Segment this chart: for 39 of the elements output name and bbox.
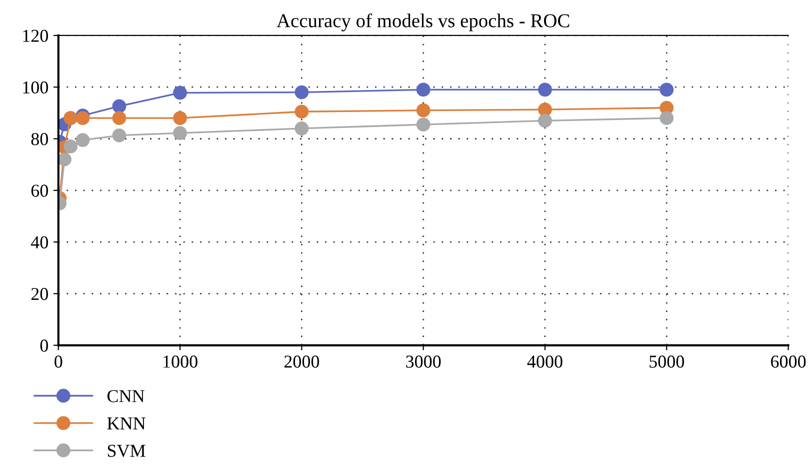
point bbox=[58, 152, 72, 166]
legend-label: KNN bbox=[107, 418, 146, 430]
point bbox=[294, 121, 309, 136]
y-tick-label: 120 bbox=[23, 30, 48, 42]
point bbox=[538, 114, 552, 128]
x-tick-label: 3000 bbox=[406, 356, 441, 368]
point bbox=[173, 111, 187, 126]
point bbox=[294, 85, 309, 100]
point bbox=[64, 140, 78, 154]
y-tick-label: 0 bbox=[40, 340, 48, 352]
x-tick-label: 2000 bbox=[284, 356, 320, 368]
point bbox=[538, 102, 552, 117]
point bbox=[660, 111, 674, 126]
point bbox=[416, 82, 430, 97]
y-tick-label: 40 bbox=[30, 236, 48, 248]
y-tick-label: 20 bbox=[31, 288, 48, 300]
point bbox=[660, 82, 674, 97]
x-tick-label: 4000 bbox=[527, 356, 562, 368]
point bbox=[112, 99, 126, 114]
point bbox=[76, 111, 90, 126]
chart-title: Accuracy of models vs epochs - ROC bbox=[276, 13, 570, 32]
x-tick-label: 5000 bbox=[650, 356, 684, 368]
legend-label: CNN bbox=[107, 390, 144, 402]
point bbox=[112, 128, 126, 142]
point bbox=[76, 133, 90, 147]
x-tick-label: 6000 bbox=[771, 356, 806, 368]
point bbox=[112, 111, 126, 126]
point bbox=[173, 126, 187, 140]
x-tick-label: 0 bbox=[54, 356, 62, 368]
point bbox=[416, 103, 430, 118]
x-tick-label: 1000 bbox=[164, 356, 198, 368]
y-tick-label: 100 bbox=[23, 81, 48, 94]
legend-label: SVM bbox=[108, 444, 146, 457]
point bbox=[294, 104, 309, 119]
point bbox=[538, 82, 552, 97]
point bbox=[173, 86, 187, 100]
y-tick-label: 80 bbox=[31, 133, 48, 146]
y-tick-label: 60 bbox=[31, 184, 48, 197]
point bbox=[416, 118, 430, 132]
